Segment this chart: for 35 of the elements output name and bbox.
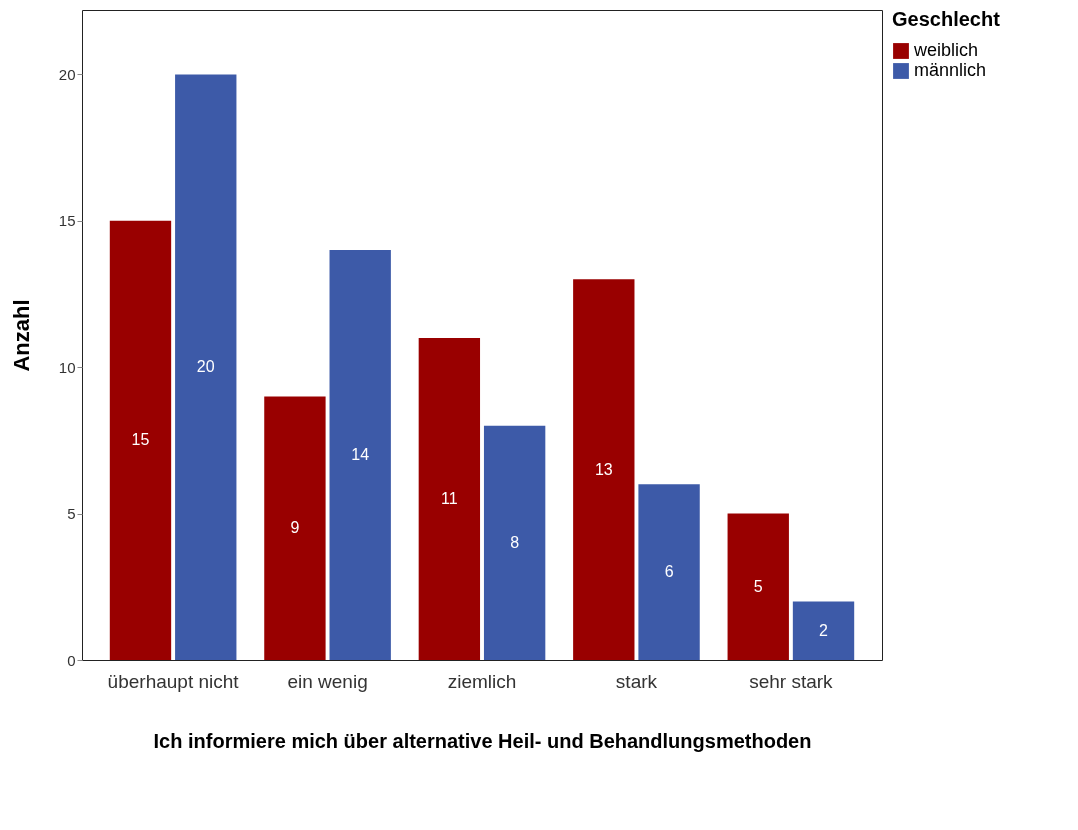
legend-label: weiblich <box>913 40 979 60</box>
data-label: 5 <box>753 577 763 595</box>
bar <box>329 250 391 660</box>
y-tick-label: 5 <box>67 505 76 523</box>
bar <box>264 396 326 660</box>
x-tick-label: stark <box>615 670 658 692</box>
x-tick-label: ein wenig <box>287 670 368 692</box>
y-tick-label: 0 <box>67 651 76 669</box>
x-tick-label: ziemlich <box>447 670 517 692</box>
bar <box>175 74 237 660</box>
bar <box>483 425 546 660</box>
data-label: 9 <box>290 519 300 537</box>
x-axis-title: Ich informiere mich über alternative Heil- und Behandlungsmethoden <box>153 729 812 752</box>
x-tick-label: sehr stark <box>749 670 834 692</box>
bar <box>638 484 700 660</box>
bar <box>109 220 172 660</box>
data-label: 8 <box>510 533 520 551</box>
data-label: 13 <box>594 460 613 478</box>
data-label: 15 <box>131 431 150 449</box>
x-tick-label: überhaupt nicht <box>107 670 240 692</box>
legend-label: männlich <box>914 60 987 80</box>
y-tick-label: 15 <box>58 212 76 230</box>
data-label: 6 <box>664 563 674 581</box>
data-label: 14 <box>351 446 370 464</box>
y-tick-label: 20 <box>58 65 76 83</box>
bar <box>418 337 481 660</box>
data-label: 2 <box>819 621 829 639</box>
data-label: 11 <box>441 489 458 507</box>
bar <box>792 601 855 660</box>
y-tick-label: 10 <box>58 358 76 376</box>
data-label: 20 <box>196 358 215 376</box>
bar <box>573 279 635 660</box>
y-axis-title: Anzahl <box>8 299 34 372</box>
bar <box>727 513 789 660</box>
legend-title: Geschlecht <box>892 8 1001 30</box>
